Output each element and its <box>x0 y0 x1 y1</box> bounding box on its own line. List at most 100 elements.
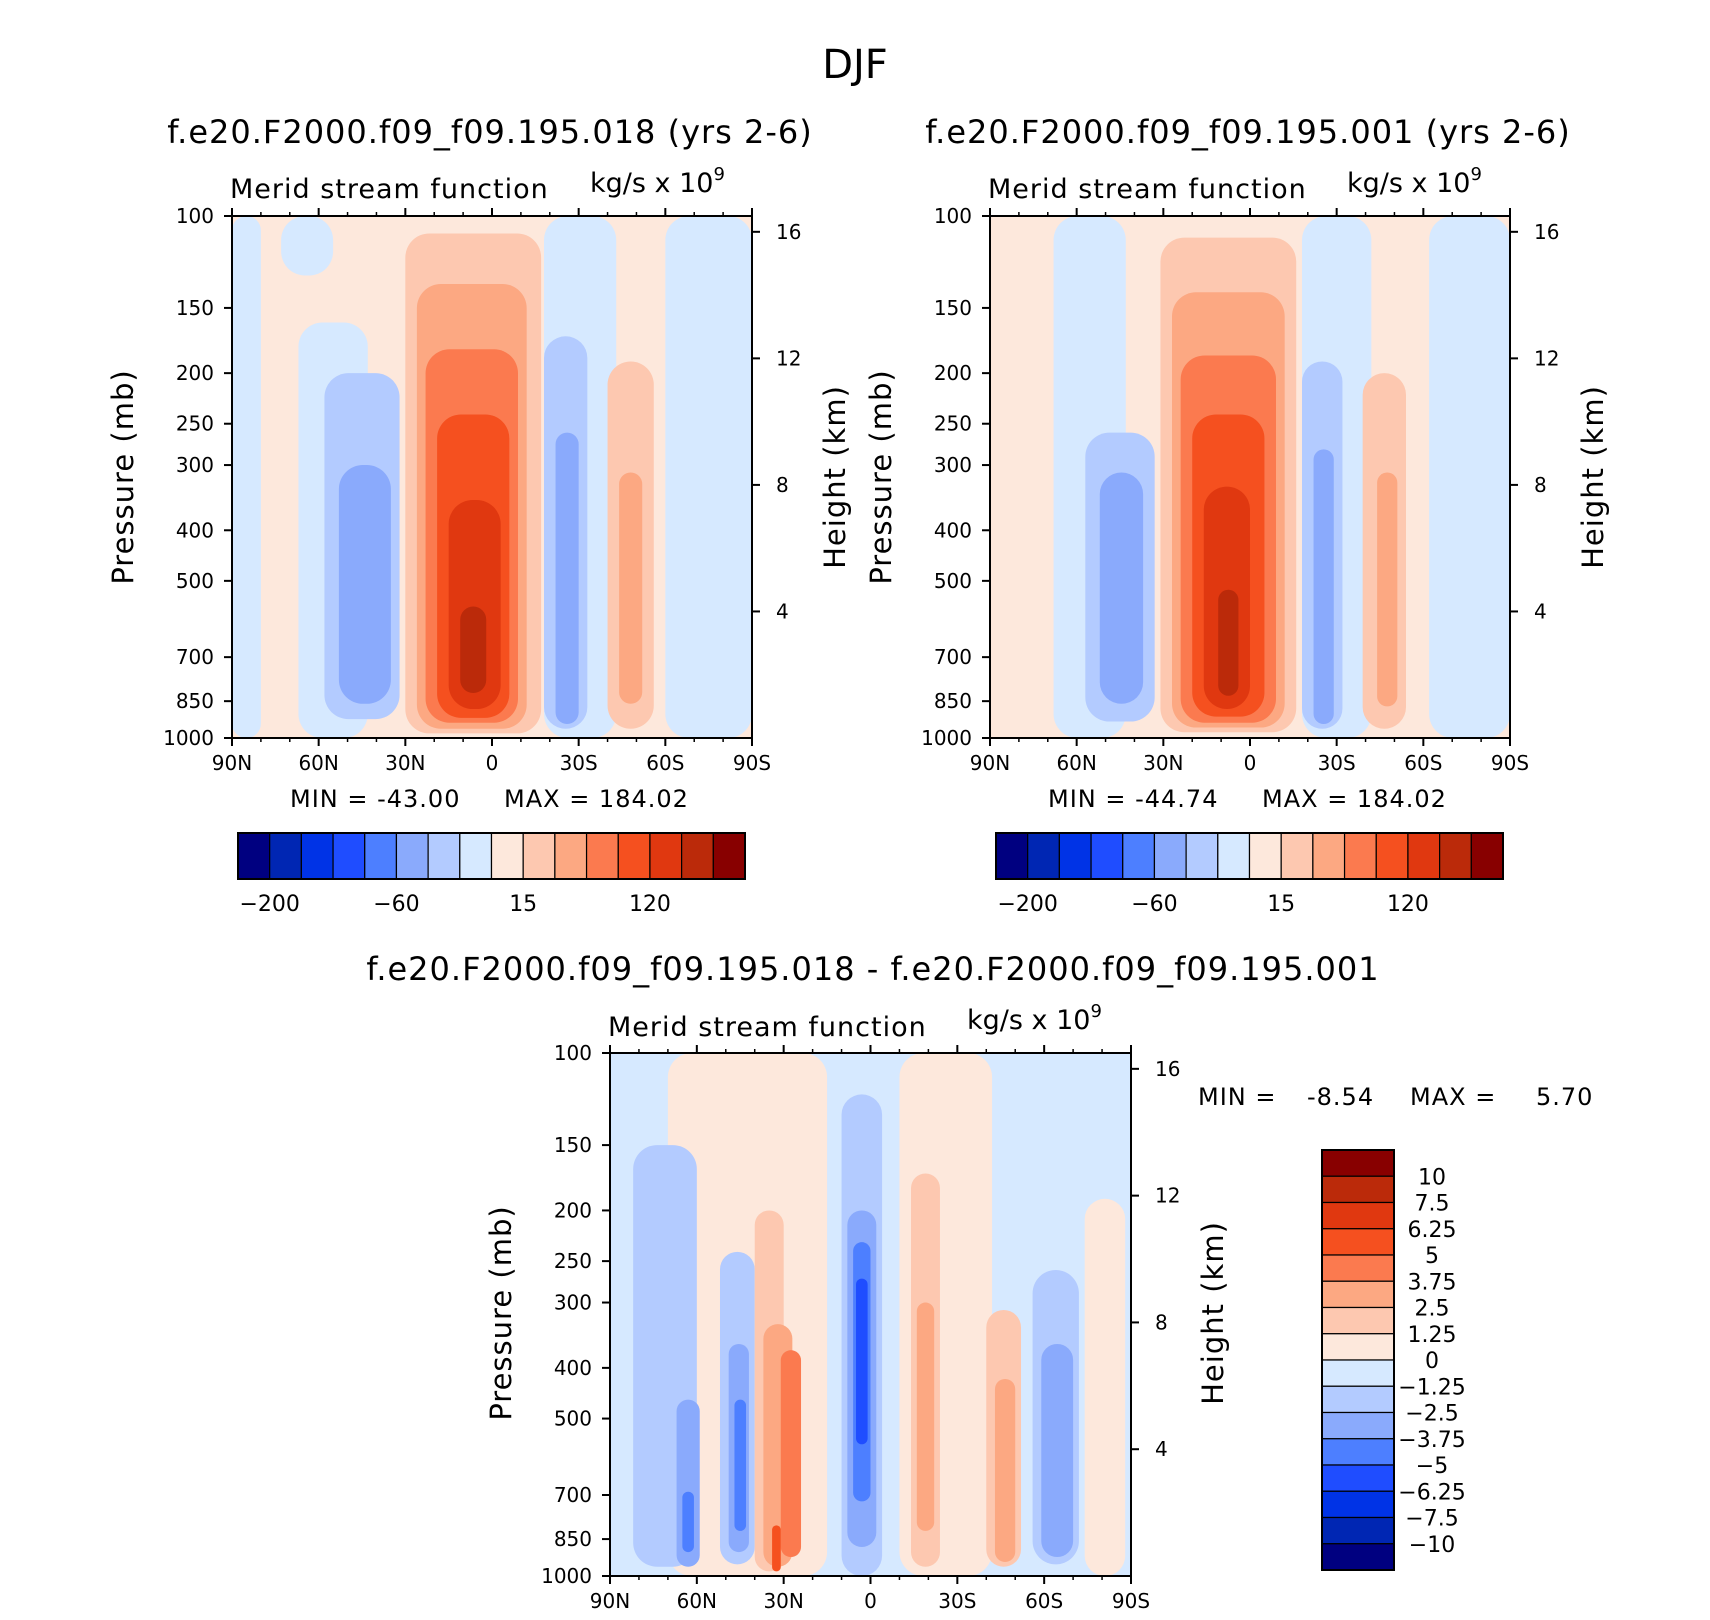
y-axis-label: Pressure (mb) <box>864 369 898 584</box>
colorbar-box <box>1375 832 1409 880</box>
colorbar-label: 5 <box>1425 1244 1439 1269</box>
colorbar-label: −6.25 <box>1398 1480 1465 1505</box>
colorbar-frame <box>237 832 746 880</box>
y-tick-label: 400 <box>554 1356 592 1380</box>
colorbar-label: 6.25 <box>1408 1218 1457 1243</box>
colorbar-box <box>649 832 683 880</box>
y-tick-label: 250 <box>554 1249 592 1273</box>
x-tick-label: 0 <box>486 751 499 775</box>
y2-axis-label: Height (km) <box>1576 385 1610 569</box>
colorbar-box <box>459 832 493 880</box>
colorbar-box <box>1321 1333 1395 1361</box>
colorbar-label: −200 <box>997 892 1057 917</box>
min-label: MIN = <box>1198 1083 1276 1111</box>
colorbar: −200 −60 15 120 <box>237 832 746 917</box>
colorbar-frame <box>995 832 1504 880</box>
y-tick-label: 250 <box>934 412 972 436</box>
colorbar-box <box>269 832 302 880</box>
colorbar-box <box>237 832 271 880</box>
contour-region <box>460 606 487 694</box>
y2-tick-label: 4 <box>1155 1437 1168 1461</box>
colorbar-box <box>554 832 588 880</box>
colorbar-box <box>1185 832 1219 880</box>
units-exponent: 9 <box>1090 1001 1101 1022</box>
y-tick-label: 200 <box>554 1198 592 1222</box>
units-exponent: 9 <box>713 164 724 185</box>
units-text: kg/s x 10 <box>590 168 713 199</box>
colorbar-label: 3.75 <box>1408 1270 1457 1295</box>
y2-tick-label: 16 <box>1155 1057 1180 1081</box>
contour-plot: 90N 60N 30N 0 30S 60S 90S 100 150 200 250 300 400 500… <box>541 1041 1180 1613</box>
colorbar-box <box>1153 832 1187 880</box>
colorbar-label: 0 <box>1425 1349 1439 1374</box>
colorbar-box <box>1248 832 1282 880</box>
colorbar-box <box>995 832 1029 880</box>
y2-tick-label: 12 <box>1155 1184 1180 1208</box>
x-tick-label: 0 <box>1244 751 1257 775</box>
y-tick-label: 700 <box>176 645 214 669</box>
y-tick-label: 250 <box>176 412 214 436</box>
x-tick-label: 30S <box>560 751 598 775</box>
colorbar-box <box>1321 1306 1395 1335</box>
colorbar-box <box>300 832 334 880</box>
contour-plot: 90N 60N 30N 0 30S 60S 90S 100 150 200 250 300 400 500… <box>163 204 801 775</box>
y-tick-label: 850 <box>554 1527 592 1551</box>
contour-plot: 90N 60N 30N 0 30S 60S 90S 100 150 200 250 300 400 500… <box>921 204 1559 775</box>
contour-region <box>994 1378 1016 1562</box>
panel-subtitle-right: kg/s x 109 <box>590 164 725 199</box>
panel-subtitle-left: Merid stream function <box>230 174 549 205</box>
contour-region <box>1429 216 1510 738</box>
colorbar-box <box>1321 1411 1395 1440</box>
colorbar-label: 2.5 <box>1415 1297 1450 1322</box>
y-tick-label: 700 <box>554 1483 592 1507</box>
x-tick-label: 90N <box>212 751 252 775</box>
contour-region <box>281 216 334 276</box>
colorbar-label: −60 <box>373 892 419 917</box>
contour-region <box>1218 589 1239 696</box>
colorbar-label: 10 <box>1418 1165 1446 1190</box>
x-tick-label: 0 <box>864 1589 877 1613</box>
colorbar-box <box>1343 832 1377 880</box>
contour-region <box>734 1399 747 1531</box>
panel-subtitle-right: kg/s x 109 <box>967 1001 1102 1036</box>
x-tick-label: 90N <box>970 751 1010 775</box>
y-tick-label: 400 <box>934 518 972 542</box>
colorbar-label: −3.75 <box>1398 1428 1465 1453</box>
y2-tick-label: 4 <box>1534 599 1547 623</box>
colorbar-box <box>1058 832 1092 880</box>
y-tick-label: 500 <box>554 1407 592 1431</box>
y-tick-label: 400 <box>176 518 214 542</box>
colorbar-label: −5 <box>1416 1454 1448 1479</box>
contour-field <box>990 216 1510 738</box>
contour-region <box>232 216 261 738</box>
x-tick-label: 60N <box>298 751 338 775</box>
colorbar-box <box>617 832 651 880</box>
contour-region <box>856 1278 868 1445</box>
colorbar-frame <box>1321 1149 1395 1571</box>
colorbar-box <box>1280 832 1314 880</box>
x-tick-label: 60S <box>1025 1589 1063 1613</box>
colorbar: 107.56.2553.752.51.250−1.25−2.5−3.75−5−6… <box>1321 1149 1466 1571</box>
colorbar-box <box>1439 832 1472 880</box>
y-tick-label: 300 <box>554 1291 592 1315</box>
y2-axis-label: Height (km) <box>1196 1221 1230 1405</box>
colorbar-box <box>1321 1438 1395 1466</box>
colorbar-box <box>1027 832 1060 880</box>
panel-diff: f.e20.F2000.f09_f09.195.018 - f.e20.F200… <box>366 950 1592 1613</box>
y-tick-label: 300 <box>934 453 972 477</box>
colorbar-box <box>1217 832 1251 880</box>
y-tick-label: 1000 <box>921 726 972 750</box>
colorbar-box <box>1321 1228 1395 1256</box>
colorbar-label: 15 <box>1267 892 1295 917</box>
y-tick-label: 150 <box>176 296 214 320</box>
y2-tick-label: 8 <box>1155 1310 1168 1334</box>
colorbar-label: 15 <box>509 892 537 917</box>
y-tick-label: 150 <box>554 1133 592 1157</box>
units-exponent: 9 <box>1470 164 1481 185</box>
y2-tick-label: 12 <box>776 346 801 370</box>
panel-subtitle-left: Merid stream function <box>988 174 1307 205</box>
colorbar-label: −7.5 <box>1405 1507 1458 1532</box>
colorbar-box <box>1321 1464 1395 1492</box>
contour-region <box>665 216 752 738</box>
contour-region <box>555 432 579 724</box>
